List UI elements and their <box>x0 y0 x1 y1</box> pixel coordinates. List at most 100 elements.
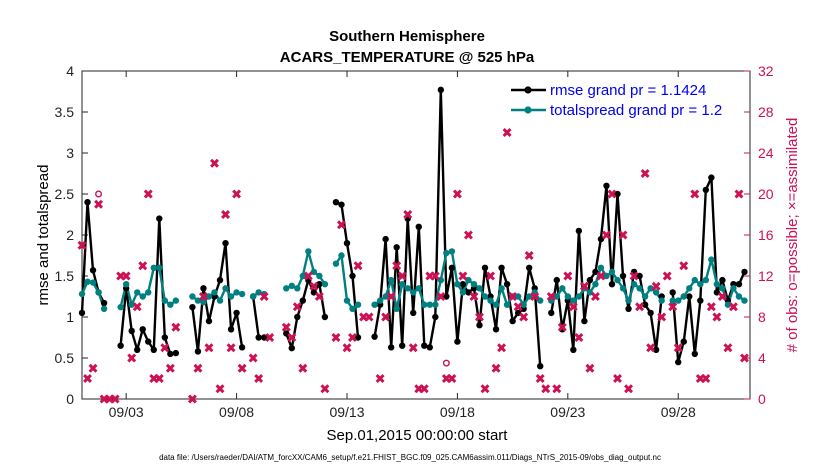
x-center <box>499 345 504 350</box>
series-1-point <box>200 299 207 306</box>
x-center <box>571 304 576 309</box>
x-center <box>250 355 256 361</box>
series-1-point <box>128 301 135 308</box>
series-1-point <box>415 285 422 292</box>
series-0-point <box>509 317 516 325</box>
series-0-point <box>332 199 340 206</box>
assimilated-count-marker <box>138 261 148 271</box>
x-center <box>433 273 438 279</box>
assimilated-count-marker <box>475 312 484 322</box>
x-center <box>217 386 223 391</box>
x-center <box>206 345 212 350</box>
series-1-point <box>741 297 748 304</box>
assimilated-count-marker <box>392 261 402 271</box>
series-1-point <box>608 268 616 276</box>
series-1-point <box>283 285 290 292</box>
assimilated-count-marker <box>706 302 716 312</box>
assimilated-count-marker <box>221 210 230 219</box>
assimilated-count-marker <box>143 189 153 199</box>
series-0-point <box>78 309 86 317</box>
series-0-point <box>321 313 329 321</box>
assimilated-count-marker <box>557 322 567 332</box>
series-1-point <box>161 297 169 304</box>
x-center <box>438 294 444 299</box>
possible-count-marker <box>95 190 103 198</box>
assimilated-count-marker <box>364 312 374 322</box>
assimilated-count-marker <box>513 302 523 312</box>
series-0-point <box>614 190 621 198</box>
series-0-point <box>675 358 682 366</box>
series-0-point <box>349 272 356 280</box>
assimilated-count-marker <box>331 333 341 342</box>
x-axis-label: Sep.01,2015 00:00:00 start <box>327 427 509 444</box>
series-0-point <box>691 350 698 358</box>
x-center <box>311 284 317 289</box>
series-0-point <box>200 285 207 292</box>
x-center <box>377 376 383 381</box>
series-0-point <box>459 281 467 288</box>
series-0-point <box>448 264 456 271</box>
x-center <box>543 386 548 391</box>
series-0-point <box>432 313 439 321</box>
series-0-point <box>553 276 560 284</box>
y-right-tick-label: 8 <box>758 309 766 325</box>
assimilated-count-marker <box>613 374 622 383</box>
x-center <box>96 202 101 207</box>
series-0-point <box>172 349 180 357</box>
series-1-point <box>487 297 494 304</box>
series-1-point <box>382 293 389 300</box>
assimilated-count-marker <box>717 292 727 301</box>
series-1-point <box>619 285 627 292</box>
series-1-point <box>597 264 605 271</box>
series-1-point <box>172 297 180 304</box>
x-center <box>692 191 697 197</box>
y-axis-right-label: # of obs: o=possible; ×=assimilated <box>784 118 801 353</box>
assimilated-count-marker <box>585 363 595 373</box>
x-center <box>322 386 328 391</box>
series-0-point <box>393 244 400 251</box>
assimilated-count-marker <box>204 343 214 353</box>
assimilated-count-marker <box>381 312 391 322</box>
assimilated-count-marker <box>408 343 418 353</box>
series-1-point <box>553 293 560 300</box>
series-0-point <box>669 289 676 296</box>
series-1-point <box>249 293 257 300</box>
series-1-point <box>294 285 301 292</box>
series-1-point <box>78 290 86 298</box>
series-0-point <box>294 313 301 321</box>
x-center <box>493 366 499 371</box>
y-tick-label: 0.5 <box>55 350 75 366</box>
x-center <box>593 294 598 299</box>
x-center <box>85 376 90 381</box>
series-0-point <box>719 276 726 284</box>
assimilated-count-marker <box>629 271 639 281</box>
x-center <box>725 345 731 350</box>
x-center <box>411 345 416 350</box>
x-center <box>151 376 156 381</box>
series-1-point <box>575 293 583 300</box>
series-1-point <box>559 285 566 292</box>
x-center <box>256 376 261 381</box>
y-right-tick-label: 20 <box>758 186 774 202</box>
assimilated-count-marker <box>386 292 396 301</box>
series-1-point <box>305 248 312 255</box>
x-center <box>112 396 118 402</box>
series-0-point <box>548 309 555 317</box>
series-1-point <box>211 289 218 296</box>
x-center <box>488 273 493 279</box>
x-center <box>482 386 488 391</box>
x-center <box>190 396 195 402</box>
x-center <box>532 294 537 299</box>
series-0-point <box>387 344 395 351</box>
series-1-point <box>387 276 395 284</box>
x-center <box>350 335 355 340</box>
assimilated-count-marker <box>375 374 385 383</box>
assimilated-count-marker <box>210 158 219 168</box>
assimilated-count-marker <box>287 333 297 342</box>
series-0-point <box>316 281 323 288</box>
series-1-point <box>354 301 362 308</box>
x-center <box>620 232 626 238</box>
assimilated-count-marker <box>353 261 363 271</box>
assimilated-count-marker <box>232 189 242 199</box>
series-1-point <box>89 279 97 286</box>
